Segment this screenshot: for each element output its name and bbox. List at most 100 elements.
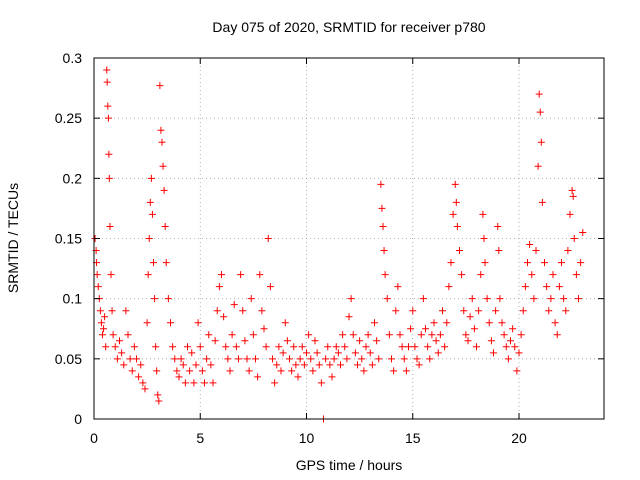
data-point [500, 331, 508, 339]
data-point [334, 349, 342, 357]
data-point [364, 331, 372, 339]
data-point [351, 349, 359, 357]
data-point [332, 343, 340, 351]
data-point [451, 180, 459, 188]
data-point [398, 343, 406, 351]
data-point [362, 343, 370, 351]
data-point [94, 283, 102, 291]
data-point [360, 367, 368, 375]
data-point [483, 295, 491, 303]
data-point [468, 295, 476, 303]
data-point [549, 271, 557, 279]
data-point [535, 90, 543, 98]
data-point [175, 373, 183, 381]
data-point [485, 319, 493, 327]
data-point [181, 379, 189, 387]
data-point [449, 210, 457, 218]
data-point [220, 313, 228, 321]
data-point [458, 271, 466, 279]
data-point [317, 379, 325, 387]
data-point [283, 337, 291, 345]
data-point [151, 295, 159, 303]
data-point [207, 361, 215, 369]
chart-title: Day 075 of 2020, SRMTID for receiver p78… [212, 19, 485, 35]
data-point [487, 337, 495, 345]
data-point [373, 337, 381, 345]
data-point [266, 283, 274, 291]
data-point [104, 114, 112, 122]
data-point [496, 295, 504, 303]
data-point [322, 355, 330, 363]
data-point [519, 307, 527, 315]
data-point [443, 319, 451, 327]
data-point [495, 247, 503, 255]
data-point [545, 307, 553, 315]
data-point [108, 307, 116, 315]
data-point [479, 210, 487, 218]
y-tick-label: 0.25 [55, 110, 82, 126]
x-tick-label: 0 [90, 430, 98, 446]
data-point [247, 295, 255, 303]
x-tick-label: 20 [511, 430, 527, 446]
data-point [553, 331, 561, 339]
data-point [517, 331, 525, 339]
data-point [413, 355, 421, 363]
data-point [405, 343, 412, 351]
data-point [445, 283, 453, 291]
data-point [577, 259, 585, 267]
data-point [209, 379, 217, 387]
data-point [252, 355, 259, 363]
data-point [159, 162, 167, 170]
data-point [547, 295, 555, 303]
data-point [228, 331, 236, 339]
data-point [198, 367, 206, 375]
data-point [103, 78, 111, 86]
data-point [145, 235, 153, 242]
data-point [494, 222, 502, 230]
data-point [452, 198, 460, 206]
data-point [464, 337, 472, 345]
data-point [211, 337, 219, 345]
data-point [167, 319, 174, 327]
data-point [279, 349, 287, 357]
data-point [137, 361, 145, 369]
data-point [543, 283, 551, 291]
data-point [218, 271, 225, 279]
data-point [560, 295, 568, 303]
data-point [235, 355, 242, 363]
data-point [426, 355, 434, 363]
data-point [156, 82, 164, 90]
data-point [162, 259, 170, 267]
data-point [288, 367, 296, 375]
data-point [492, 307, 500, 315]
data-point [337, 361, 344, 369]
data-point [243, 355, 251, 363]
data-point [390, 367, 398, 375]
data-point [473, 343, 480, 351]
data-point [113, 355, 121, 363]
data-point [139, 379, 147, 387]
data-point [128, 367, 136, 375]
data-point [109, 331, 117, 339]
data-point [419, 295, 427, 303]
data-point [296, 355, 304, 363]
data-point [400, 355, 408, 363]
data-point [122, 307, 130, 315]
data-point [260, 325, 268, 333]
data-point [194, 319, 202, 327]
data-point [394, 283, 402, 291]
data-point [300, 361, 308, 369]
data-point [161, 222, 169, 230]
data-point [339, 331, 347, 339]
data-point [558, 259, 565, 267]
data-point [402, 367, 410, 375]
data-point [93, 271, 101, 279]
data-point [133, 355, 140, 363]
data-point [439, 307, 446, 315]
data-point [377, 180, 385, 188]
data-point [103, 66, 111, 74]
data-point [111, 343, 119, 351]
data-point [441, 343, 449, 351]
data-point [224, 355, 232, 363]
data-point [303, 349, 310, 357]
